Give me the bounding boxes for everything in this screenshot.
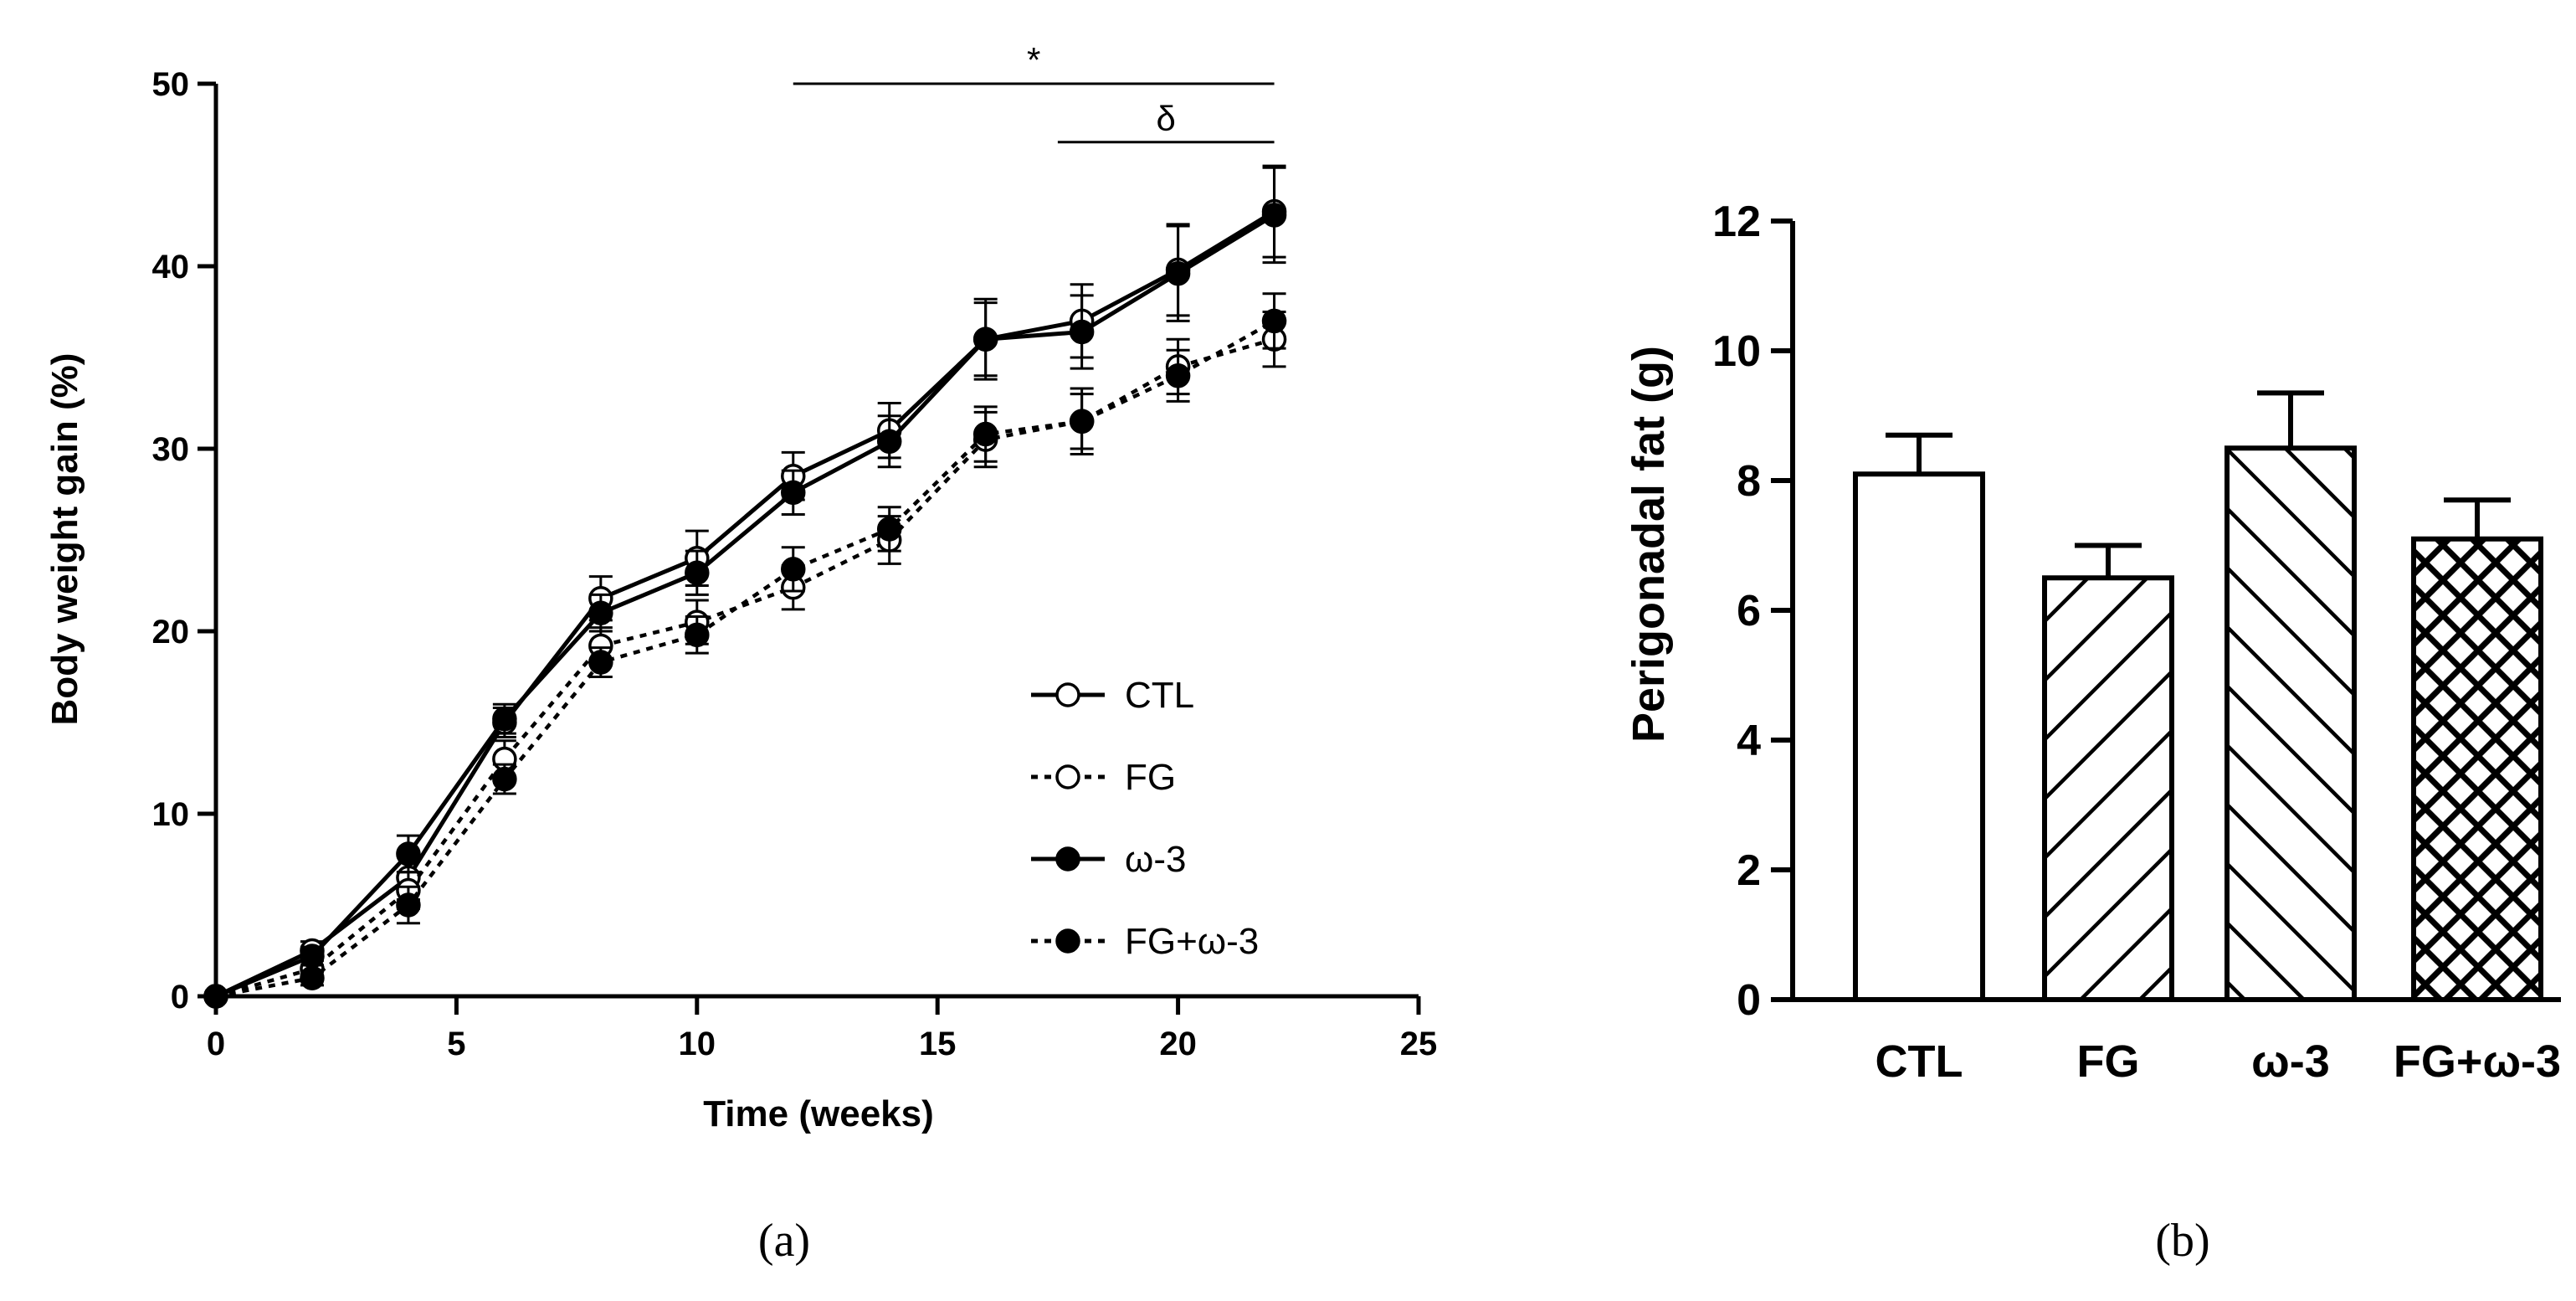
data-point (685, 622, 710, 648)
y-tick-label: 10 (1712, 327, 1761, 376)
bar-0 (1853, 471, 1985, 1002)
x-tick-label: 5 (447, 1026, 465, 1062)
legend-marker-0 (1055, 682, 1080, 707)
category-label: FG+ω-3 (2394, 1036, 2561, 1087)
data-point (781, 480, 806, 506)
data-point (492, 766, 517, 792)
data-point (588, 650, 613, 675)
data-point (876, 429, 902, 455)
bar-3 (2411, 536, 2543, 1002)
line-chart-y-axis-title: Body weight gain (%) (44, 353, 85, 726)
significance-label: * (1027, 40, 1040, 80)
data-point (781, 557, 806, 582)
line-chart-axes: 0 10 20 30 40 50 0 5 10 15 20 25 (152, 66, 1438, 1062)
data-point (1069, 409, 1095, 435)
significance-annotations: *δ (793, 40, 1275, 144)
bar-chart-panel: 0 2 4 6 8 10 12 CTL FG ω-3 FG+ω-3 Perigonadal fat… (1624, 198, 2561, 1267)
y-tick-label: 30 (152, 431, 190, 468)
significance-label: δ (1157, 99, 1176, 138)
data-point (972, 421, 998, 447)
line-chart-legend: CTL FG ω-3 FG+ω-3 (1031, 675, 1259, 962)
category-label: CTL (1876, 1036, 1963, 1087)
y-tick-label: 6 (1737, 587, 1761, 635)
data-point (396, 892, 421, 918)
legend-marker-2 (1055, 846, 1080, 872)
panel-a-label: (a) (758, 1215, 810, 1267)
y-tick-label: 4 (1737, 717, 1761, 765)
data-point (396, 841, 421, 866)
data-point (1069, 319, 1095, 345)
legend-label-0: CTL (1125, 675, 1194, 716)
data-point (300, 965, 325, 990)
x-tick-label: 0 (207, 1026, 225, 1062)
category-label: FG (2077, 1036, 2140, 1087)
panel-b-label: (b) (2155, 1215, 2209, 1267)
x-tick-label: 15 (919, 1026, 957, 1062)
legend-label-3: FG+ω-3 (1125, 921, 1259, 962)
x-tick-label: 25 (1400, 1026, 1438, 1062)
line-chart-x-axis-title: Time (weeks) (703, 1093, 934, 1134)
series-line-3 (215, 319, 1275, 999)
bar-2 (2224, 445, 2357, 1002)
legend-marker-3 (1055, 928, 1080, 954)
legend-label-2: ω-3 (1125, 839, 1186, 880)
series-line-2 (215, 213, 1275, 999)
data-point (1261, 308, 1287, 334)
y-tick-label: 8 (1737, 457, 1761, 506)
series-line-1 (215, 337, 1275, 999)
data-point (203, 984, 228, 1009)
legend-label-1: FG (1125, 757, 1176, 798)
data-point (1165, 260, 1191, 286)
bar-chart-y-axis-title: Perigonadal fat (g) (1624, 346, 1674, 743)
y-tick-label: 40 (152, 249, 190, 285)
y-tick-label: 10 (152, 796, 190, 833)
data-point (588, 600, 613, 625)
data-point (876, 517, 902, 542)
data-point (685, 560, 710, 585)
x-tick-label: 20 (1159, 1026, 1197, 1062)
y-tick-label: 50 (152, 66, 190, 103)
legend-marker-1 (1055, 764, 1080, 789)
y-tick-label: 2 (1737, 846, 1761, 895)
data-point (492, 706, 517, 732)
category-label: ω-3 (2251, 1036, 2330, 1087)
data-point (300, 944, 325, 969)
data-point (1165, 363, 1191, 388)
y-tick-label: 20 (152, 614, 190, 650)
data-point (972, 327, 998, 352)
data-point (1261, 203, 1287, 228)
line-chart-series (203, 164, 1287, 1009)
series-line-0 (214, 209, 1275, 999)
bar-chart-bars: CTL FG ω-3 FG+ω-3 (1853, 390, 2561, 1087)
x-tick-label: 10 (679, 1026, 716, 1062)
y-tick-label: 0 (171, 979, 189, 1016)
y-tick-label: 12 (1712, 198, 1761, 246)
bar-1 (2042, 575, 2174, 1002)
y-tick-label: 0 (1737, 976, 1761, 1025)
